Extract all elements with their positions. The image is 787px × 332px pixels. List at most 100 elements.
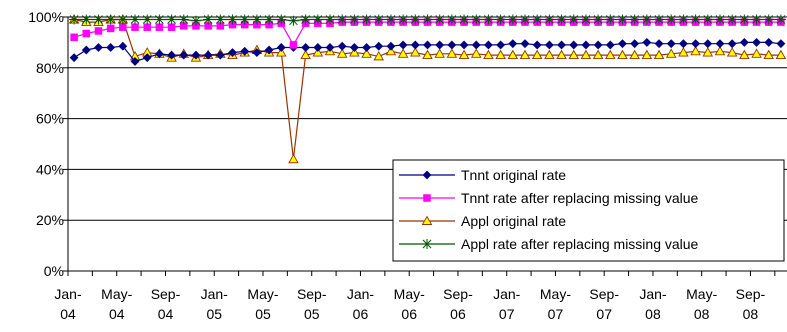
data-point (532, 14, 543, 25)
data-point (532, 40, 542, 50)
data-point (763, 49, 774, 60)
y-tick-label: 80% (36, 60, 64, 76)
data-point (325, 43, 335, 52)
data-point (617, 49, 628, 60)
y-tick-label: 100% (28, 9, 64, 25)
data-point (434, 14, 445, 25)
data-point (288, 153, 299, 164)
data-point (398, 14, 409, 25)
data-point (349, 43, 359, 52)
data-point (228, 48, 237, 57)
data-point (325, 14, 336, 25)
data-point (239, 14, 250, 25)
data-point (507, 14, 518, 25)
data-point (362, 43, 371, 52)
data-point (215, 50, 225, 60)
data-point (714, 14, 725, 25)
data-point (483, 49, 494, 60)
data-point (142, 53, 152, 63)
data-point (336, 48, 348, 58)
data-point (557, 40, 566, 50)
data-point (714, 45, 726, 56)
x-tick-label: Jan-04 (54, 286, 82, 322)
data-point (580, 14, 591, 25)
data-point (654, 14, 665, 25)
data-point (106, 43, 116, 52)
data-point (93, 14, 104, 25)
data-point (275, 47, 287, 57)
x-tick-label: Jan-06 (347, 286, 375, 322)
data-point (678, 14, 689, 25)
data-point (423, 194, 431, 202)
data-point (618, 39, 627, 49)
data-point (373, 14, 384, 25)
data-point (423, 40, 432, 50)
x-tick-label: Sep-08 (736, 286, 766, 322)
x-tick-label: May-06 (394, 286, 425, 322)
data-point (349, 47, 360, 57)
data-point (118, 41, 128, 51)
data-point (605, 14, 616, 25)
data-point (458, 49, 470, 60)
data-point (155, 23, 164, 31)
y-tick-label: 40% (36, 161, 64, 177)
data-point (446, 14, 457, 25)
data-point (751, 48, 762, 58)
data-point (264, 45, 274, 55)
data-point (556, 14, 567, 25)
data-point (301, 43, 311, 52)
data-point (763, 14, 774, 25)
data-point (715, 39, 725, 49)
data-point (276, 14, 287, 25)
data-point (166, 14, 177, 25)
data-point (422, 49, 433, 60)
data-point (203, 14, 214, 25)
data-point (665, 48, 677, 58)
data-point (495, 14, 506, 25)
data-point (82, 29, 91, 38)
data-point (422, 239, 432, 249)
data-point (727, 39, 737, 49)
data-point (300, 49, 311, 60)
data-point (580, 49, 592, 60)
data-point (434, 48, 445, 58)
legend-item: Tnnt original rate (399, 167, 566, 183)
data-point (252, 48, 262, 57)
data-point (752, 37, 761, 47)
data-point (592, 49, 604, 60)
y-tick-label: 60% (36, 111, 64, 127)
data-point (739, 37, 749, 47)
data-point (300, 14, 311, 25)
data-point (106, 24, 115, 33)
x-tick-label: Sep-07 (589, 286, 619, 322)
data-point (653, 49, 665, 60)
legend-label: Tnnt rate after replacing missing value (461, 190, 699, 206)
data-point (374, 41, 384, 51)
x-tick-label: May-07 (540, 286, 571, 322)
data-point (81, 45, 91, 55)
data-point (385, 45, 397, 56)
data-point (654, 39, 664, 49)
data-point (544, 49, 555, 60)
x-tick-label: Jan-05 (201, 286, 229, 322)
data-point (179, 50, 189, 60)
data-point (568, 14, 579, 25)
series-line (73, 18, 781, 160)
data-point (727, 14, 738, 25)
legend-item: Tnnt rate after replacing missing value (399, 190, 699, 206)
data-point (702, 47, 714, 57)
series-2 (68, 14, 787, 164)
data-point (131, 23, 139, 31)
data-point (617, 14, 628, 25)
data-point (519, 14, 530, 25)
data-point (117, 14, 128, 25)
data-point (691, 39, 701, 49)
data-point (496, 40, 506, 50)
data-point (70, 33, 78, 42)
y-tick-label: 0% (44, 263, 64, 279)
data-point (642, 37, 652, 47)
data-point (312, 47, 324, 57)
data-point (678, 47, 689, 57)
